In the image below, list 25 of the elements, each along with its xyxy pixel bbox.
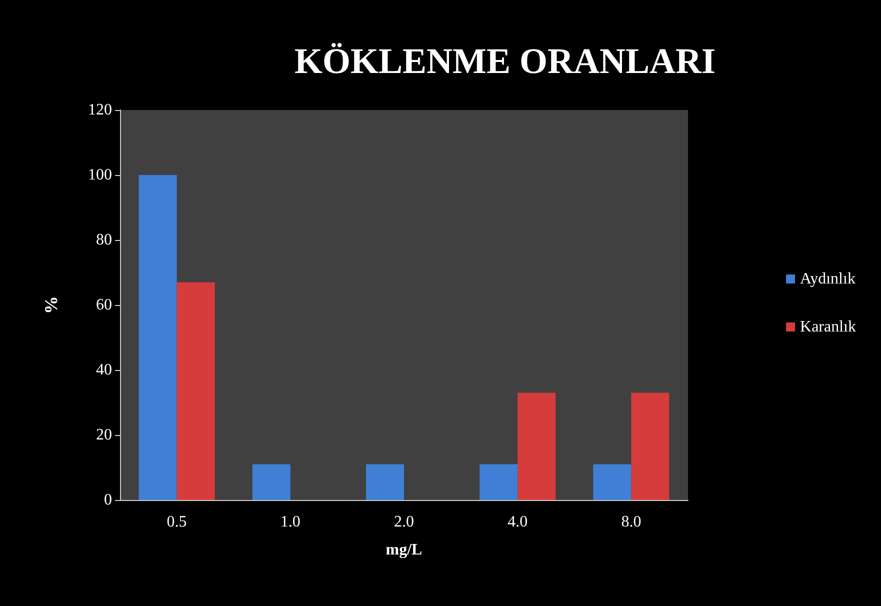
chart-title: KÖKLENME ORANLARI [294, 41, 716, 81]
bar [631, 392, 670, 500]
x-axis-title: mg/L [386, 542, 422, 558]
y-tick-label: 100 [88, 166, 112, 184]
legend-label: Karanlık [800, 318, 856, 336]
y-tick-label: 60 [96, 296, 112, 314]
y-tick-label: 40 [96, 362, 112, 378]
bar [252, 464, 290, 500]
bar [480, 464, 518, 500]
y-tick-label: 120 [88, 102, 112, 118]
y-tick-label: 20 [96, 426, 112, 444]
y-axis-title: % [41, 296, 61, 314]
legend-label: Aydınlık [800, 270, 856, 288]
x-tick-label: 0.5 [166, 514, 187, 530]
y-tick-label: 0 [104, 492, 112, 508]
y-tick-label: 80 [96, 232, 112, 248]
x-tick-label: 4.0 [508, 514, 528, 530]
bar [593, 464, 632, 500]
x-tick-label: 1.0 [280, 514, 300, 530]
bar [366, 464, 404, 500]
bar [176, 282, 215, 500]
bar [138, 175, 177, 500]
x-tick-label: 8.0 [621, 514, 642, 530]
bar [518, 392, 556, 500]
x-tick-label: 2.0 [394, 514, 414, 530]
